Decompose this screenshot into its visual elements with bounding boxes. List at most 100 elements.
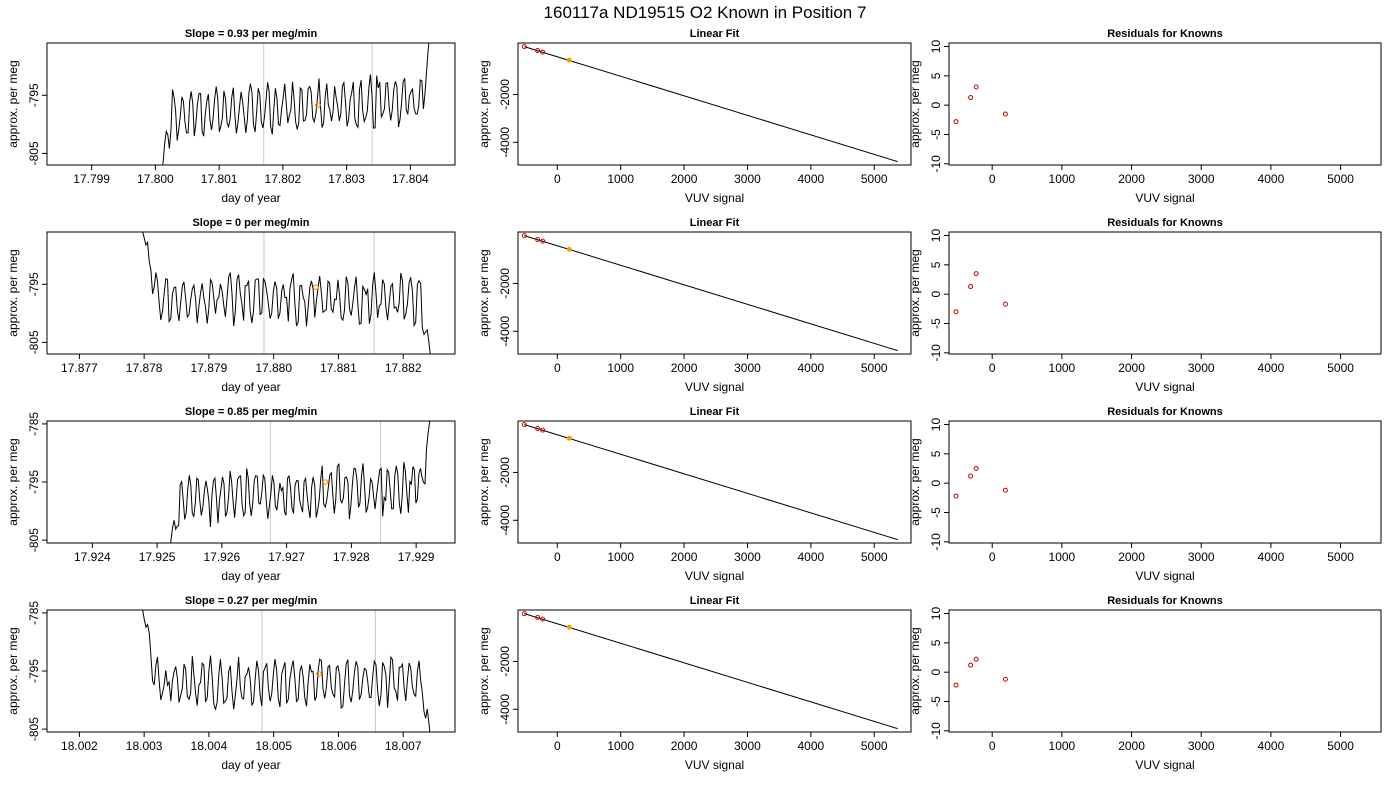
x-tick-label: 17.926 bbox=[204, 550, 241, 564]
fit-line bbox=[524, 46, 898, 163]
x-tick-label: 0 bbox=[989, 361, 996, 375]
plot-area bbox=[521, 611, 898, 730]
y-tick-label: -10 bbox=[929, 344, 943, 362]
x-tick-label: 0 bbox=[989, 172, 996, 186]
known-point bbox=[540, 427, 546, 433]
x-tick-label: 3000 bbox=[734, 361, 761, 375]
x-tick-label: 2000 bbox=[671, 361, 698, 375]
x-tick-label: 3000 bbox=[734, 172, 761, 186]
x-tick-label: 18.003 bbox=[126, 739, 163, 753]
x-tick-label: 2000 bbox=[1118, 550, 1145, 564]
y-tick-label: 0 bbox=[929, 669, 943, 676]
known-point bbox=[521, 422, 527, 428]
x-tick-label: 5000 bbox=[1327, 550, 1354, 564]
fit-line bbox=[524, 424, 898, 541]
x-tick-label: 5000 bbox=[1327, 172, 1354, 186]
x-tick-label: 0 bbox=[554, 550, 561, 564]
known-point bbox=[535, 615, 541, 621]
analyzer-trace bbox=[142, 232, 431, 354]
main-title: 160117a ND19515 O2 Known in Position 7 bbox=[544, 3, 867, 22]
sample-point bbox=[566, 435, 572, 441]
panel-title: Linear Fit bbox=[690, 28, 740, 40]
residual-point bbox=[973, 466, 979, 472]
panel-linear-fit-2: Linear Fit VUV signal approx. per meg 0 1000… bbox=[477, 217, 912, 394]
x-tick-label: 4000 bbox=[797, 739, 824, 753]
known-point bbox=[535, 237, 541, 243]
x-tick-label: 5000 bbox=[861, 361, 888, 375]
plot-frame bbox=[948, 609, 1382, 733]
sample-point bbox=[566, 246, 572, 252]
y-tick-label: -785 bbox=[27, 601, 41, 625]
x-axis-label: day of year bbox=[221, 380, 280, 394]
analyzer-trace bbox=[142, 610, 431, 732]
x-axis-label: VUV signal bbox=[685, 380, 744, 394]
x-tick-label: 1000 bbox=[1049, 550, 1076, 564]
plot-frame bbox=[46, 42, 456, 166]
y-tick-label: -10 bbox=[929, 155, 943, 173]
y-tick-label: -805 bbox=[27, 330, 41, 354]
residual-point bbox=[973, 271, 979, 277]
residual-point bbox=[1002, 487, 1008, 493]
y-tick-label: -10 bbox=[929, 533, 943, 551]
x-tick-label: 1000 bbox=[607, 361, 634, 375]
y-tick-label: -2000 bbox=[498, 268, 512, 299]
x-tick-label: 4000 bbox=[797, 550, 824, 564]
sample-marker bbox=[316, 671, 322, 677]
fit-line bbox=[524, 235, 898, 352]
panel-time-series-2: Slope = 0 per meg/min day of year approx. … bbox=[6, 217, 456, 394]
x-tick-label: 17.879 bbox=[191, 361, 228, 375]
residual-point bbox=[968, 473, 974, 479]
known-point bbox=[535, 48, 541, 54]
panel-title: Slope = 0.85 per meg/min bbox=[185, 406, 318, 418]
fit-line bbox=[524, 613, 898, 730]
panel-title: Residuals for Knowns bbox=[1107, 217, 1223, 229]
plot-frame bbox=[46, 420, 456, 544]
panel-time-series-4: Slope = 0.27 per meg/min day of year appro… bbox=[6, 595, 456, 772]
x-tick-label: 17.804 bbox=[392, 172, 429, 186]
y-tick-label: -2000 bbox=[498, 457, 512, 488]
x-tick-label: 3000 bbox=[1188, 550, 1215, 564]
sample-marker bbox=[312, 284, 319, 290]
x-tick-label: 1000 bbox=[1049, 172, 1076, 186]
y-axis-label: approx. per meg bbox=[477, 249, 491, 336]
x-tick-label: 0 bbox=[989, 739, 996, 753]
y-tick-label: 5 bbox=[929, 72, 943, 79]
sample-marker bbox=[315, 102, 321, 108]
x-tick-label: 18.005 bbox=[255, 739, 292, 753]
y-axis-label: approx. per meg bbox=[6, 627, 20, 714]
x-tick-label: 2000 bbox=[1118, 739, 1145, 753]
y-tick-label: 5 bbox=[929, 639, 943, 646]
y-tick-label: -2000 bbox=[498, 79, 512, 110]
panel-title: Linear Fit bbox=[690, 595, 740, 607]
x-tick-label: 17.928 bbox=[333, 550, 370, 564]
x-tick-label: 17.881 bbox=[320, 361, 357, 375]
x-tick-label: 18.007 bbox=[385, 739, 422, 753]
y-tick-label: 5 bbox=[929, 261, 943, 268]
x-tick-label: 0 bbox=[554, 172, 561, 186]
residual-point bbox=[968, 95, 974, 101]
y-tick-label: -4000 bbox=[498, 127, 512, 158]
x-tick-label: 3000 bbox=[1188, 739, 1215, 753]
y-tick-label: -4000 bbox=[498, 694, 512, 725]
x-tick-label: 17.802 bbox=[265, 172, 302, 186]
panel-linear-fit-3: Linear Fit VUV signal approx. per meg 0 1000… bbox=[477, 406, 912, 583]
y-tick-label: -5 bbox=[929, 129, 943, 140]
y-axis-label: approx. per meg bbox=[477, 627, 491, 714]
plot-frame bbox=[948, 231, 1382, 355]
x-tick-label: 2000 bbox=[1118, 172, 1145, 186]
known-point bbox=[521, 44, 527, 50]
x-tick-label: 1000 bbox=[1049, 739, 1076, 753]
panel-time-series-1: Slope = 0.93 per meg/min day of year appro… bbox=[6, 28, 456, 205]
y-axis-label: approx. per meg bbox=[908, 249, 922, 336]
y-tick-label: -795 bbox=[27, 83, 41, 107]
x-tick-label: 17.803 bbox=[328, 172, 365, 186]
panel-title: Slope = 0.93 per meg/min bbox=[185, 28, 318, 40]
y-tick-label: -795 bbox=[27, 470, 41, 494]
x-tick-label: 1000 bbox=[607, 739, 634, 753]
y-tick-label: 5 bbox=[929, 450, 943, 457]
known-point bbox=[521, 233, 527, 239]
y-tick-label: 10 bbox=[929, 418, 943, 432]
plot-frame bbox=[46, 609, 456, 733]
x-tick-label: 17.800 bbox=[137, 172, 174, 186]
y-tick-label: -5 bbox=[929, 507, 943, 518]
